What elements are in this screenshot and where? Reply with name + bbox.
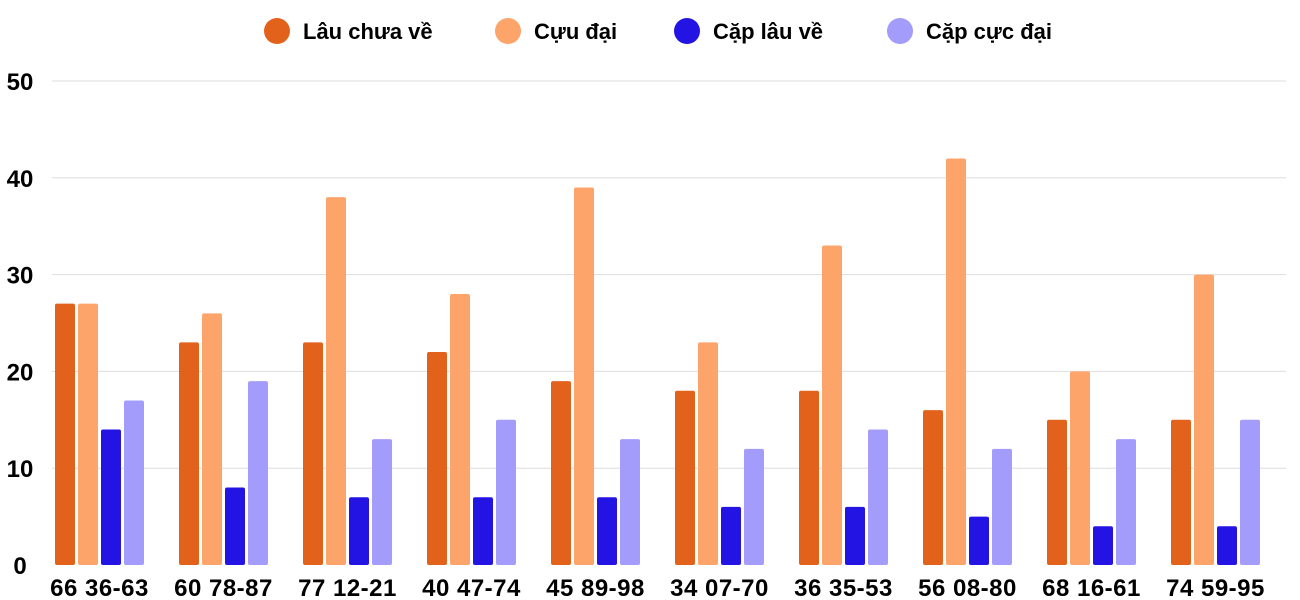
legend-swatch: [495, 18, 521, 44]
bar-cặp-cực-đại: [1240, 419, 1260, 565]
y-axis: 0 10 20 30 40 50: [7, 69, 34, 580]
bar-cặp-lâu-về: [969, 516, 989, 565]
gridlines: [52, 80, 1286, 469]
bar-lâu-chưa-về: [799, 390, 819, 565]
bar-cựu-đại: [326, 197, 346, 565]
x-category-label: 60 78-87: [174, 575, 273, 600]
bars: [55, 158, 1260, 566]
bar-cặp-cực-đại: [868, 429, 888, 565]
legend-item: Lâu chưa về: [264, 18, 433, 44]
bar-lâu-chưa-về: [1171, 419, 1191, 565]
x-category-label: 45 89-98: [546, 575, 645, 600]
bar-cặp-cực-đại: [744, 448, 764, 565]
legend-label: Cựu đại: [534, 19, 617, 44]
legend-item: Cặp lâu về: [674, 18, 823, 44]
bar-cặp-lâu-về: [845, 506, 865, 565]
x-category-label: 66 36-63: [50, 575, 149, 600]
bar-cặp-lâu-về: [473, 497, 493, 565]
bar-cặp-lâu-về: [101, 429, 121, 565]
bar-cựu-đại: [698, 342, 718, 565]
bar-cựu-đại: [78, 303, 98, 565]
bar-lâu-chưa-về: [1047, 419, 1067, 565]
bar-cặp-cực-đại: [248, 381, 268, 565]
bar-lâu-chưa-về: [551, 381, 571, 565]
y-tick-label: 0: [13, 553, 26, 580]
bar-cặp-cực-đại: [992, 448, 1012, 565]
bar-cặp-cực-đại: [620, 439, 640, 565]
x-category-label: 34 07-70: [670, 575, 769, 600]
bar-cặp-cực-đại: [496, 419, 516, 565]
x-category-label: 68 16-61: [1042, 575, 1141, 600]
bar-cặp-cực-đại: [1116, 439, 1136, 565]
legend-item: Cựu đại: [495, 18, 617, 44]
x-category-label: 56 08-80: [918, 575, 1017, 600]
y-tick-label: 30: [7, 263, 34, 290]
y-tick-label: 50: [7, 69, 34, 96]
bar-cặp-lâu-về: [1217, 526, 1237, 565]
bar-cặp-cực-đại: [124, 400, 144, 565]
bar-cựu-đại: [1070, 371, 1090, 565]
bar-cựu-đại: [574, 187, 594, 566]
bar-cặp-lâu-về: [225, 487, 245, 565]
bar-lâu-chưa-về: [55, 303, 75, 565]
y-tick-label: 40: [7, 166, 34, 193]
bar-cặp-lâu-về: [1093, 526, 1113, 565]
x-category-label: 74 59-95: [1166, 575, 1265, 600]
bar-cặp-cực-đại: [372, 439, 392, 565]
y-tick-label: 20: [7, 359, 34, 386]
bar-lâu-chưa-về: [923, 410, 943, 565]
x-category-label: 36 35-53: [794, 575, 893, 600]
bar-cựu-đại: [946, 158, 966, 565]
legend-swatch: [674, 18, 700, 44]
legend-item: Cặp cực đại: [887, 18, 1052, 44]
x-axis: 66 36-63 60 78-87 77 12-21 40 47-74 45 89-98…: [50, 575, 1265, 600]
legend: Lâu chưa về Cựu đại Cặp lâu về Cặp cực đại: [264, 18, 1052, 44]
legend-label: Cặp cực đại: [926, 19, 1052, 44]
legend-swatch: [887, 18, 913, 44]
legend-label: Lâu chưa về: [303, 19, 433, 44]
bar-cựu-đại: [202, 313, 222, 565]
legend-swatch: [264, 18, 290, 44]
x-category-label: 40 47-74: [422, 575, 521, 600]
bar-cựu-đại: [450, 293, 470, 565]
bar-cặp-lâu-về: [349, 497, 369, 565]
bar-lâu-chưa-về: [675, 390, 695, 565]
legend-label: Cặp lâu về: [713, 19, 823, 44]
bar-cặp-lâu-về: [597, 497, 617, 565]
bar-cựu-đại: [1194, 274, 1214, 565]
y-tick-label: 10: [7, 456, 34, 483]
x-category-label: 77 12-21: [298, 575, 397, 600]
bar-lâu-chưa-về: [179, 342, 199, 565]
bar-cặp-lâu-về: [721, 506, 741, 565]
bar-lâu-chưa-về: [303, 342, 323, 565]
bar-lâu-chưa-về: [427, 352, 447, 565]
bar-cựu-đại: [822, 245, 842, 565]
